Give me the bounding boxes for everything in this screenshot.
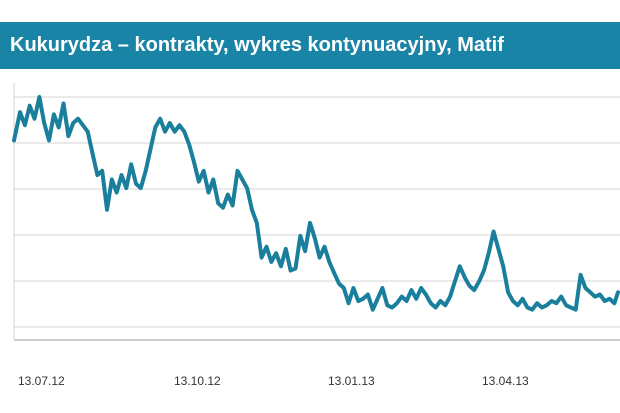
x-tick-label: 13.07.12 xyxy=(18,374,65,388)
x-tick-label: 13.01.13 xyxy=(328,374,375,388)
chart-title-bar: Kukurydza – kontrakty, wykres kontynuacy… xyxy=(0,22,620,69)
gridlines xyxy=(13,83,620,341)
x-tick-labels: 13.07.12 13.10.12 13.01.13 13.04.13 xyxy=(18,374,529,388)
x-tick-label: 13.04.13 xyxy=(482,374,529,388)
x-tick-label: 13.10.12 xyxy=(174,374,221,388)
chart-area: 13.07.12 13.10.12 13.01.13 13.04.13 xyxy=(0,69,620,413)
series-line-0 xyxy=(12,95,620,312)
series-group xyxy=(12,95,620,312)
chart-title: Kukurydza – kontrakty, wykres kontynuacy… xyxy=(10,34,504,56)
line-chart: 13.07.12 13.10.12 13.01.13 13.04.13 xyxy=(12,83,620,388)
